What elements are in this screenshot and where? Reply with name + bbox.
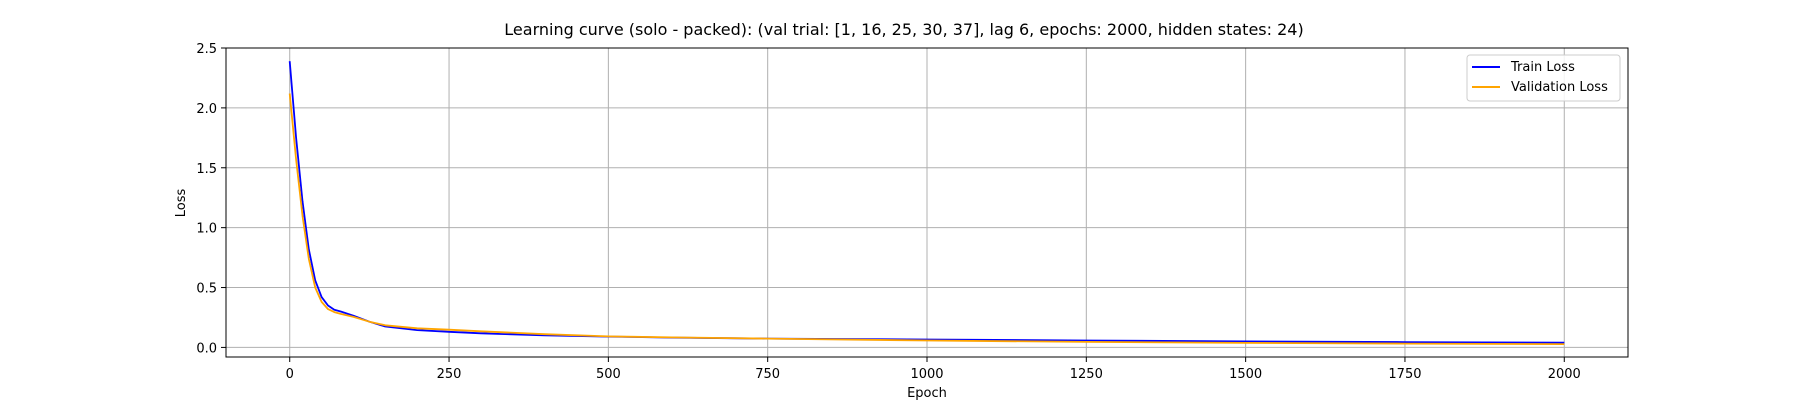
x-tick-label: 1250 (1070, 367, 1103, 382)
series-lines (288, 61, 1565, 346)
legend: Train Loss Validation Loss (1466, 54, 1621, 102)
y-tick-label: 1.0 (196, 222, 217, 237)
x-tick-label: 1750 (1388, 367, 1421, 382)
x-tick-label: 1500 (1229, 367, 1262, 382)
validation-loss-line (288, 93, 1565, 346)
y-tick-label: 2.5 (196, 42, 217, 57)
x-axis-label: Epoch (907, 386, 947, 400)
x-tick-label: 0 (286, 367, 294, 382)
y-tick-label: 0.5 (196, 282, 217, 297)
x-tick-label: 750 (755, 367, 780, 382)
legend-validation-loss-label: Validation Loss (1511, 80, 1608, 95)
y-tick-label: 0.0 (196, 341, 217, 356)
axis-ticks: 0 250 500 750 1000 1250 1500 1750 2000 0.0 0.5 1.0 1… (196, 42, 1581, 382)
y-tick-label: 2.0 (196, 102, 217, 117)
chart-title: Learning curve (solo - packed): (val tri… (504, 20, 1303, 39)
legend-train-loss-label: Train Loss (1510, 60, 1575, 75)
x-tick-label: 2000 (1548, 367, 1581, 382)
x-tick-label: 500 (596, 367, 621, 382)
y-axis-label: Loss (174, 189, 189, 218)
x-tick-label: 1000 (910, 367, 943, 382)
x-tick-label: 250 (437, 367, 462, 382)
y-tick-label: 1.5 (196, 162, 217, 177)
legend-box (1466, 54, 1621, 102)
train-loss-line (288, 61, 1565, 344)
